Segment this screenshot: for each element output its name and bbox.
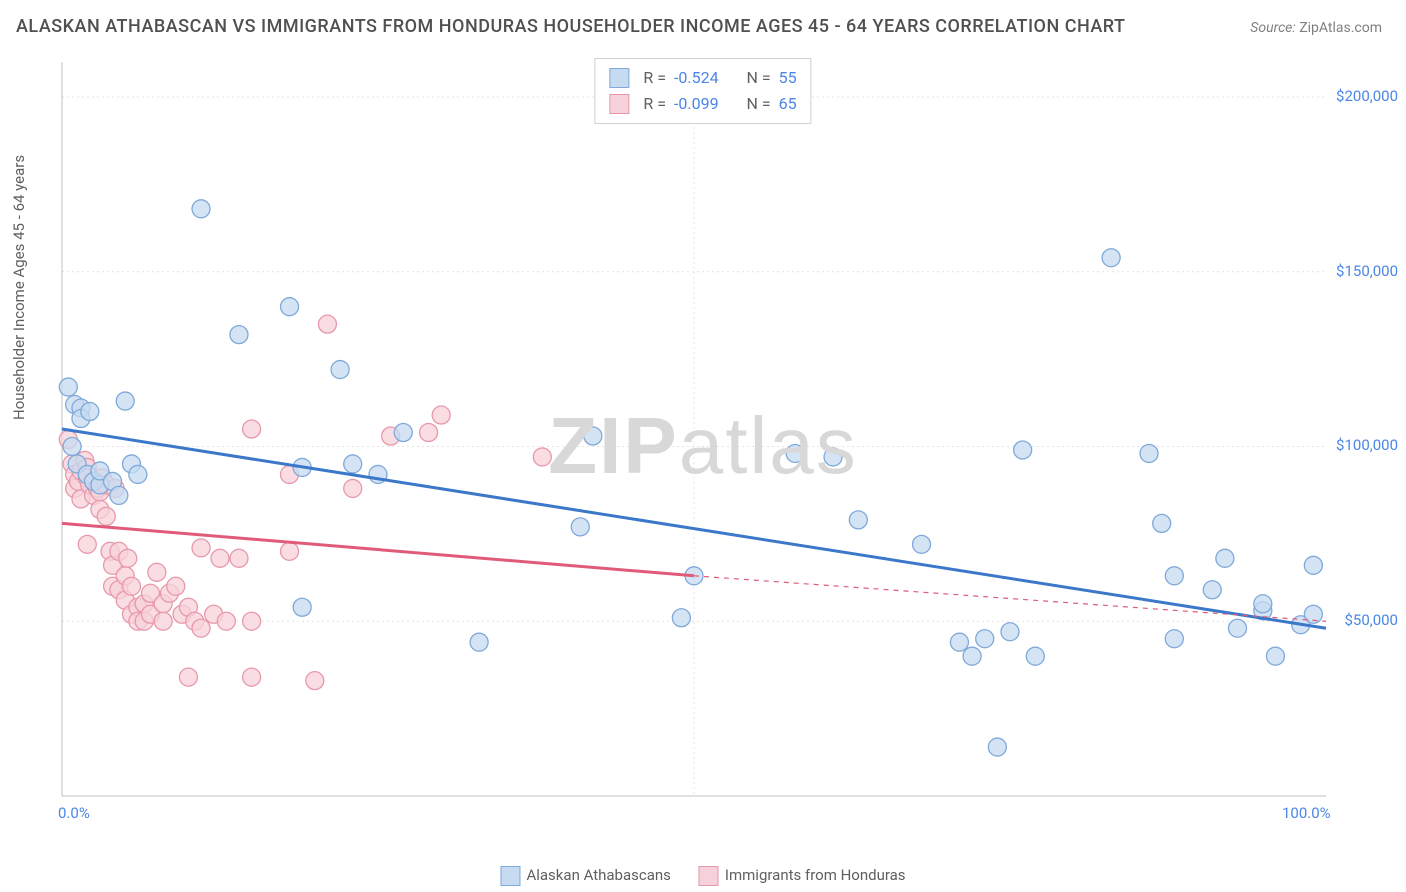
n-value: 65 [779,91,797,117]
x-tick-label: 100.0% [1282,804,1331,822]
n-value: 55 [779,65,797,91]
r-value: -0.524 [674,65,719,91]
x-tick-label: 0.0% [58,804,90,822]
correlation-row: R = -0.524 N = 55 [609,65,796,91]
source-credit: Source: ZipAtlas.com [1250,20,1382,36]
legend-swatch [609,68,629,88]
y-axis-label: Householder Income Ages 45 - 64 years [10,155,28,420]
y-tick-label: $100,000 [1336,436,1398,454]
n-label: N = [746,91,770,117]
legend-label: Alaskan Athabascans [526,866,670,884]
correlation-legend: R = -0.524 N = 55R = -0.099 N = 65 [594,58,811,124]
chart-area [56,56,1386,836]
series-legend: Alaskan Athabascans Immigrants from Hondu… [500,866,905,886]
scatter-chart [56,56,1386,836]
legend-swatch [699,866,719,886]
r-label: R = [643,91,666,117]
legend-swatch [609,94,629,114]
legend-item: Alaskan Athabascans [500,866,670,886]
source-value: ZipAtlas.com [1299,20,1382,36]
legend-label: Immigrants from Honduras [725,866,906,884]
y-tick-label: $150,000 [1336,262,1398,280]
y-tick-label: $50,000 [1344,611,1398,629]
r-label: R = [643,65,666,91]
chart-title: ALASKAN ATHABASCAN VS IMMIGRANTS FROM HO… [16,16,1126,37]
source-label: Source: [1250,20,1295,36]
legend-item: Immigrants from Honduras [699,866,906,886]
n-label: N = [746,65,770,91]
legend-swatch [500,866,520,886]
r-value: -0.099 [674,91,719,117]
y-tick-label: $200,000 [1336,87,1398,105]
correlation-row: R = -0.099 N = 65 [609,91,796,117]
